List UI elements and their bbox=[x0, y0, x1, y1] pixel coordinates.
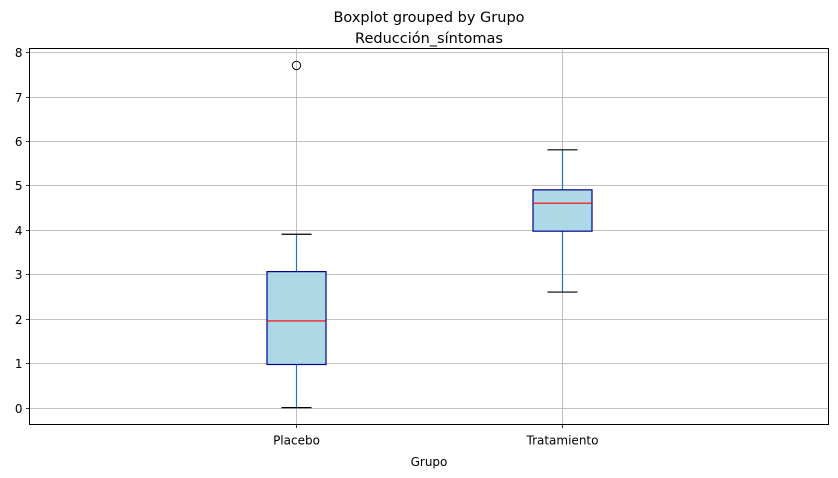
y-tick-label: 4 bbox=[15, 224, 23, 238]
y-tick-label: 7 bbox=[15, 91, 23, 105]
box-tratamiento bbox=[532, 149, 593, 293]
chart-suptitle: Boxplot grouped by Grupo bbox=[333, 10, 524, 26]
plot-frame bbox=[29, 48, 829, 425]
grid-lines bbox=[29, 48, 829, 425]
boxes-layer bbox=[266, 60, 593, 409]
x-tick-label: Placebo bbox=[273, 434, 320, 448]
y-tick-label: 1 bbox=[15, 357, 23, 371]
x-tick-label: Tratamiento bbox=[526, 434, 599, 448]
iqr-box bbox=[266, 271, 327, 366]
y-tick-label: 0 bbox=[15, 402, 23, 416]
x-axis-label: Grupo bbox=[411, 455, 448, 469]
iqr-box bbox=[532, 189, 593, 232]
y-tick-label: 5 bbox=[15, 179, 23, 193]
chart-title: Reducción_síntomas bbox=[355, 31, 503, 47]
y-tick-label: 2 bbox=[15, 313, 23, 327]
box-placebo bbox=[266, 60, 327, 409]
y-tick-label: 3 bbox=[15, 268, 23, 282]
outlier-point bbox=[291, 60, 302, 71]
axes-layer: 0 1 2 3 4 5 6 7 8 Placebo Tratamiento bbox=[15, 46, 599, 448]
y-tick-label: 6 bbox=[15, 135, 23, 149]
y-tick-label: 8 bbox=[15, 46, 23, 60]
